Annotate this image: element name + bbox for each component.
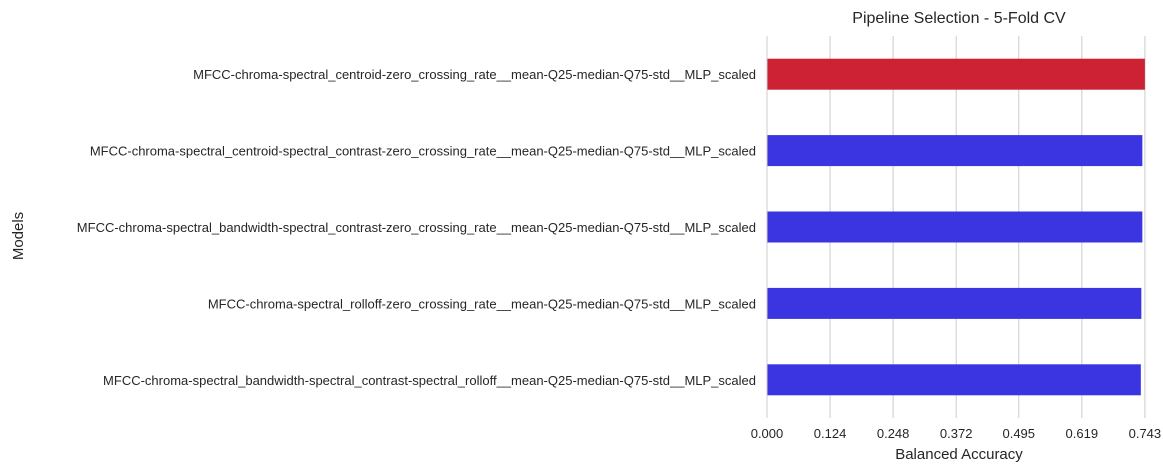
bar (767, 58, 1145, 90)
bars (767, 58, 1145, 396)
x-tick-label: 0.743 (1129, 426, 1162, 441)
y-tick-label: MFCC-chroma-spectral_centroid-spectral_c… (90, 144, 756, 159)
y-tick-label: MFCC-chroma-spectral_bandwidth-spectral_… (77, 220, 756, 235)
axes: 0.000 0.124 0.248 0.372 0.495 0.619 0.743 MFCC-… (77, 36, 1161, 441)
x-tick-label: 0.000 (751, 426, 784, 441)
y-tick-label: MFCC-chroma-spectral_bandwidth-spectral_… (103, 373, 756, 388)
x-axis-label: Balanced Accuracy (895, 446, 1023, 463)
y-tick-label: MFCC-chroma-spectral_rolloff-zero_crossi… (208, 296, 756, 311)
x-tick-label: 0.124 (814, 426, 847, 441)
x-tick-label: 0.495 (1002, 426, 1035, 441)
chart-title: Pipeline Selection - 5-Fold CV (852, 10, 1066, 27)
y-axis-label: Models (10, 212, 27, 260)
x-tick-label: 0.248 (877, 426, 910, 441)
bar (767, 287, 1142, 319)
bar (767, 211, 1143, 243)
x-tick-label: 0.372 (940, 426, 973, 441)
y-tick-label: MFCC-chroma-spectral_centroid-zero_cross… (193, 67, 756, 82)
bar (767, 135, 1143, 167)
bar (767, 364, 1141, 396)
x-tick-label: 0.619 (1066, 426, 1099, 441)
